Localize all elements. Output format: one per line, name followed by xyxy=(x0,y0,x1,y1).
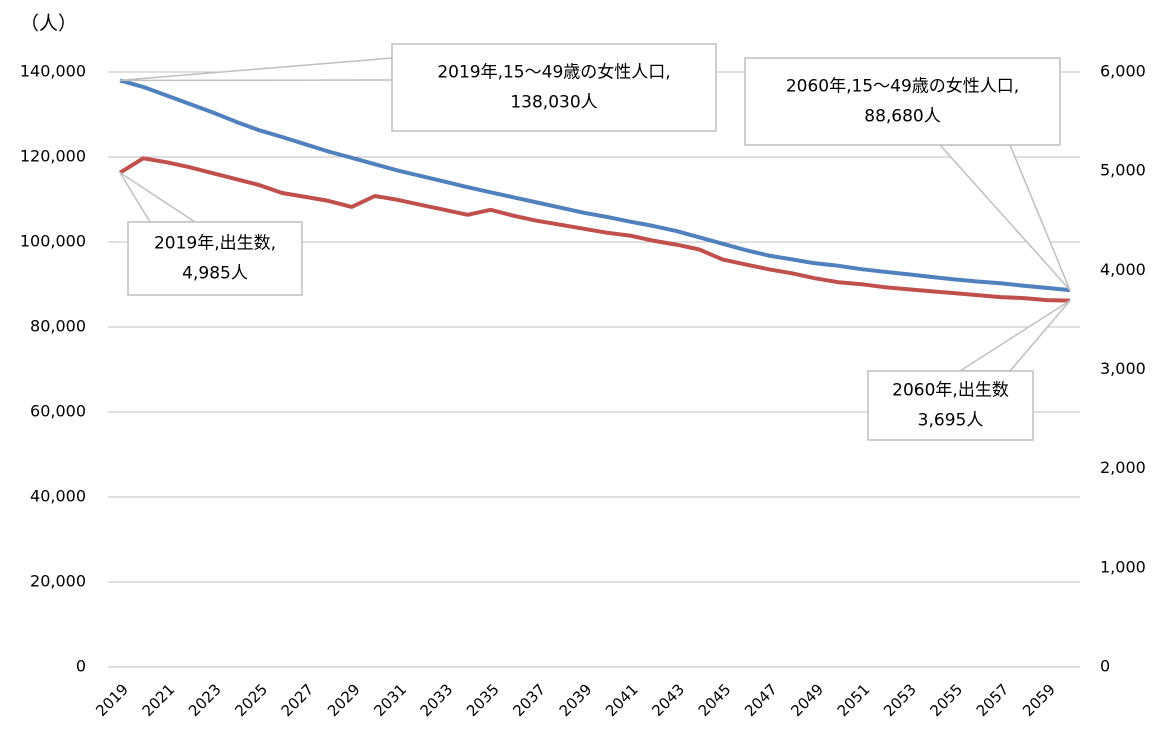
y-axis-label: （人） xyxy=(20,13,77,35)
callout-box xyxy=(744,57,1061,146)
y-tick-label: 140,000 xyxy=(20,62,86,81)
x-tick-label: 2041 xyxy=(602,680,642,720)
x-tick-label: 2039 xyxy=(556,680,596,720)
callout: 2019年,出生数, 4,985人 xyxy=(119,172,303,296)
y-tick-label: 20,000 xyxy=(30,572,86,591)
y-tick-label: 40,000 xyxy=(30,487,86,506)
x-tick-label: 2029 xyxy=(324,680,364,720)
y2-tick-label: 5,000 xyxy=(1100,161,1146,180)
x-tick-label: 2031 xyxy=(370,680,410,720)
x-tick-label: 2033 xyxy=(417,680,457,720)
y-tick-label: 120,000 xyxy=(20,147,86,166)
callout-text: 138,030人 xyxy=(510,93,597,113)
y2-tick-label: 6,000 xyxy=(1100,62,1146,81)
callout-box xyxy=(391,43,717,132)
x-tick-label: 2055 xyxy=(926,680,966,720)
x-tick-label: 2051 xyxy=(834,680,874,720)
callout-text: 2060年,15～49歳の女性人口, xyxy=(786,77,1019,97)
x-tick-label: 2019 xyxy=(92,680,132,720)
y2-tick-label: 3,000 xyxy=(1100,359,1146,378)
callout-box xyxy=(867,370,1034,441)
x-tick-label: 2027 xyxy=(278,680,318,720)
callout-pointer xyxy=(957,299,1071,372)
callout-text: 4,985人 xyxy=(182,264,248,284)
callout-pointer xyxy=(119,57,393,82)
x-tick-label: 2059 xyxy=(1019,680,1059,720)
y2-tick-label: 4,000 xyxy=(1100,260,1146,279)
x-tick-label: 2053 xyxy=(880,680,920,720)
x-tick-label: 2047 xyxy=(741,680,781,720)
callout-text: 88,680人 xyxy=(864,107,940,127)
y-tick-label: 0 xyxy=(76,657,86,676)
x-tick-label: 2023 xyxy=(185,680,225,720)
callout: 2060年,15～49歳の女性人口, 88,680人 xyxy=(744,57,1071,291)
x-tick-label: 2049 xyxy=(787,680,827,720)
callout-text: 2060年,出生数 xyxy=(892,381,1009,401)
x-tick-label: 2021 xyxy=(139,680,179,720)
x-tick-label: 2035 xyxy=(463,680,503,720)
callout-text: 2019年,出生数, xyxy=(154,234,276,254)
y-tick-label: 60,000 xyxy=(30,402,86,421)
y2-tick-label: 1,000 xyxy=(1100,557,1146,576)
callout-pointer xyxy=(119,172,198,223)
y2-tick-label: 2,000 xyxy=(1100,458,1146,477)
x-tick-label: 2045 xyxy=(695,680,735,720)
x-tick-label: 2043 xyxy=(648,680,688,720)
series-line xyxy=(118,156,1071,303)
y-tick-label: 80,000 xyxy=(30,317,86,336)
callout-box xyxy=(127,221,303,296)
y-tick-label: 100,000 xyxy=(20,232,86,251)
callout: 2019年,15～49歳の女性人口, 138,030人 xyxy=(119,43,717,132)
series-line xyxy=(119,78,1071,293)
x-tick-label: 2037 xyxy=(509,680,549,720)
callout-pointer xyxy=(938,144,1071,291)
callout-text: 2019年,15～49歳の女性人口, xyxy=(437,63,670,83)
callout-text: 3,695人 xyxy=(918,411,984,431)
x-tick-label: 2025 xyxy=(231,680,271,720)
y2-tick-label: 0 xyxy=(1100,657,1110,676)
x-tick-label: 2057 xyxy=(973,680,1013,720)
callout: 2060年,出生数 3,695人 xyxy=(867,299,1071,441)
